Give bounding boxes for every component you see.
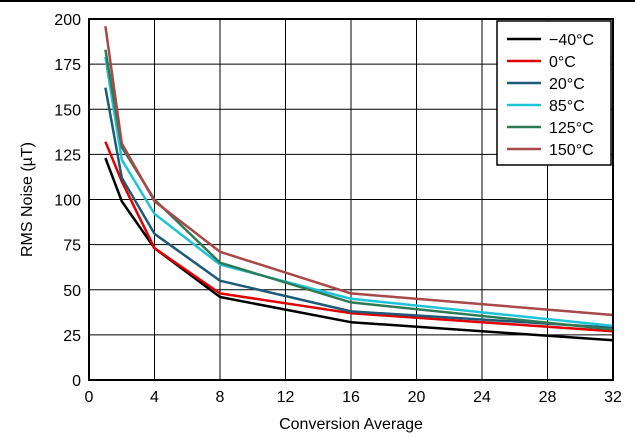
legend-box <box>496 20 612 166</box>
x-tick-label: 28 <box>539 389 557 406</box>
y-tick-label: 50 <box>63 283 81 300</box>
y-tick-label: 175 <box>54 57 81 74</box>
x-tick-label: 20 <box>408 389 426 406</box>
series-line <box>104 141 614 333</box>
x-tick-label: 16 <box>342 389 360 406</box>
y-tick-label: 0 <box>72 373 81 390</box>
x-tick-label: 4 <box>150 389 159 406</box>
legend-label: −40°C <box>549 32 594 49</box>
x-axis-label: Conversion Average <box>279 416 423 433</box>
x-tick-label: 32 <box>604 389 622 406</box>
plot-frame <box>88 18 614 381</box>
y-tick-label: 25 <box>63 328 81 345</box>
y-tick-label: 200 <box>54 12 81 29</box>
x-tick-label: 0 <box>85 389 94 406</box>
y-tick-label: 125 <box>54 147 81 164</box>
legend-label: 20°C <box>549 76 585 93</box>
x-tick-label: 8 <box>216 389 225 406</box>
legend-label: 125°C <box>549 120 594 137</box>
y-tick-label: 150 <box>54 102 81 119</box>
legend: −40°C 0°C 20°C 85°C 125°C 150°C <box>496 20 612 166</box>
series-line <box>104 26 614 317</box>
legend-label: 85°C <box>549 98 585 115</box>
legend-label: 0°C <box>549 54 576 71</box>
y-axis-label: RMS Noise (µT) <box>19 142 36 257</box>
y-tick-label: 100 <box>54 193 81 210</box>
series-line <box>104 157 614 342</box>
legend-label: 150°C <box>549 142 594 159</box>
y-tick-label: 75 <box>63 238 81 255</box>
x-tick-label: 24 <box>473 389 491 406</box>
series-line <box>104 56 614 328</box>
top-rule <box>0 0 635 2</box>
x-tick-labels: 0 4 8 12 16 20 24 28 32 <box>85 389 622 406</box>
series-line <box>104 87 614 329</box>
x-tick-label: 12 <box>277 389 295 406</box>
series-lines <box>104 26 614 342</box>
y-tick-labels: 0 25 50 75 100 125 150 175 200 <box>54 12 81 390</box>
